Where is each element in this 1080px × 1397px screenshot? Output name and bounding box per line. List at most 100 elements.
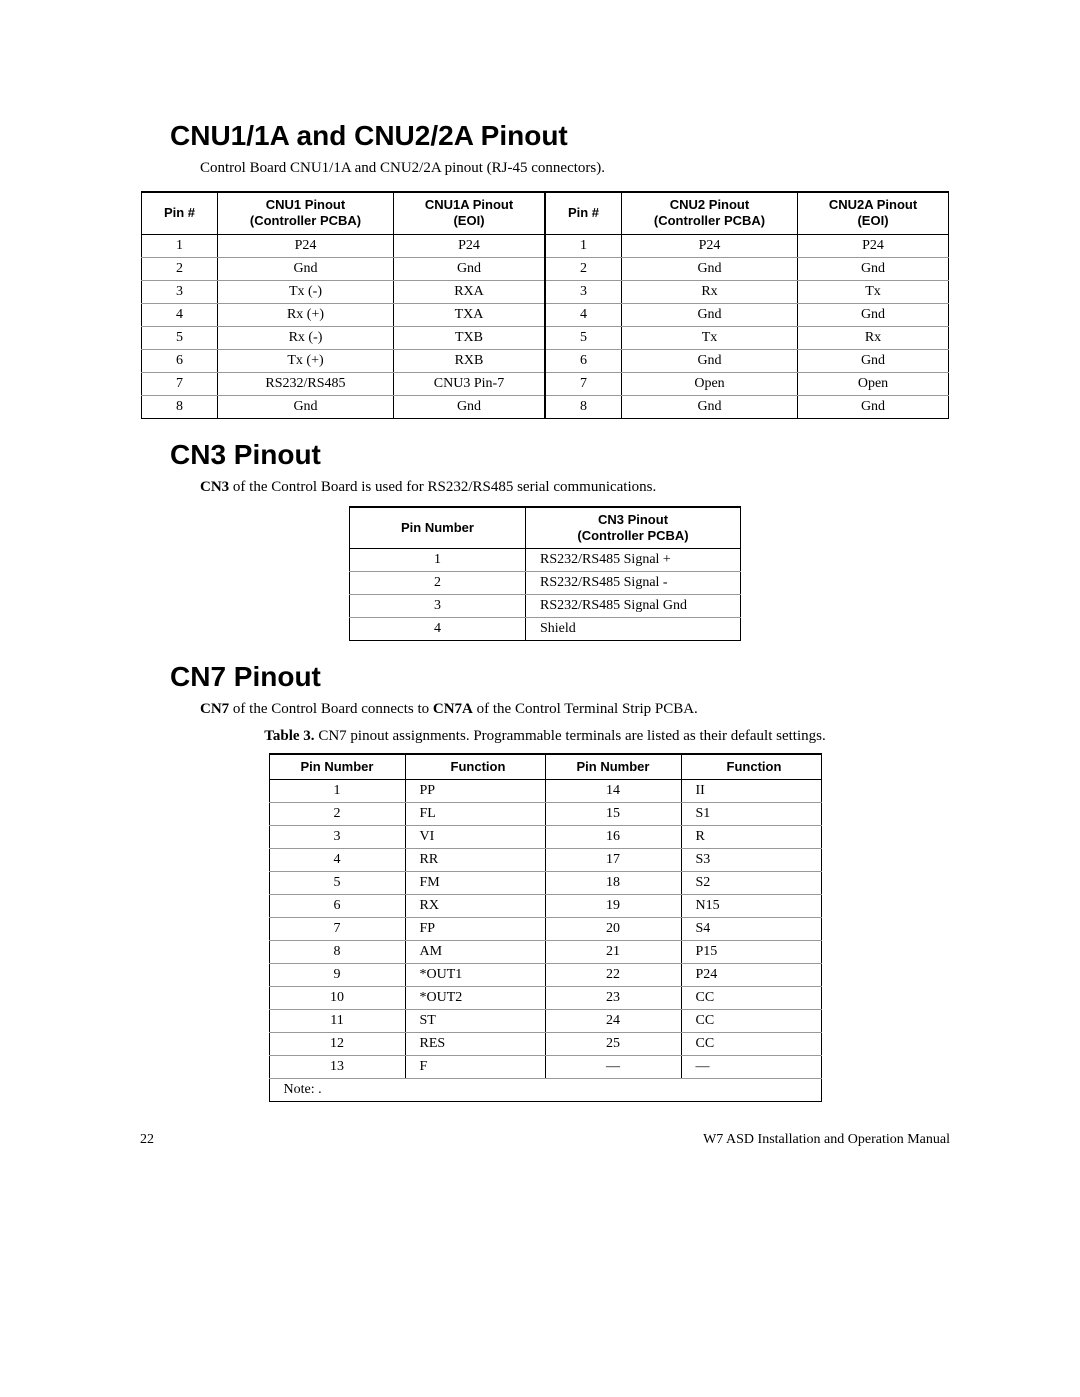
table-cell: 1	[269, 780, 405, 803]
table-row: 3VI16R	[269, 826, 821, 849]
table-cell: Gnd	[798, 349, 949, 372]
table-cell: RS232/RS485 Signal -	[526, 572, 741, 595]
table-row: 3Tx (-)RXA3RxTx	[142, 280, 949, 303]
table-row: 4Rx (+)TXA4GndGnd	[142, 303, 949, 326]
table-cell: 2	[545, 257, 622, 280]
table-header: CNU1 Pinout(Controller PCBA)	[218, 192, 394, 234]
table-cell: 6	[269, 895, 405, 918]
table-cell: 4	[269, 849, 405, 872]
table-cell: R	[681, 826, 821, 849]
table-cell: S1	[681, 803, 821, 826]
table-cell: 23	[545, 987, 681, 1010]
table-header: Pin Number	[269, 754, 405, 780]
table-cell: 14	[545, 780, 681, 803]
table-cell: N15	[681, 895, 821, 918]
table-cell: RS232/RS485	[218, 372, 394, 395]
table-cell: TXB	[394, 326, 546, 349]
table-cell: RX	[405, 895, 545, 918]
table-cell: 5	[269, 872, 405, 895]
table-cell: Gnd	[394, 395, 546, 418]
table-cell: Gnd	[218, 257, 394, 280]
table-cell: 9	[269, 964, 405, 987]
table-cell: RS232/RS485 Signal +	[526, 549, 741, 572]
table-cell: Tx (-)	[218, 280, 394, 303]
table-cell: Shield	[526, 618, 741, 641]
table-row: 8GndGnd8GndGnd	[142, 395, 949, 418]
table-header: Function	[681, 754, 821, 780]
table-cell: II	[681, 780, 821, 803]
table-cell: *OUT1	[405, 964, 545, 987]
table-cell: *OUT2	[405, 987, 545, 1010]
table-cell: 7	[545, 372, 622, 395]
table-row: 4RR17S3	[269, 849, 821, 872]
table-row: 2FL15S1	[269, 803, 821, 826]
table-row: 6RX19N15	[269, 895, 821, 918]
table-cell: 4	[142, 303, 218, 326]
table-cell: VI	[405, 826, 545, 849]
table-cell: RES	[405, 1033, 545, 1056]
table-cell: 11	[269, 1010, 405, 1033]
table-row: 3RS232/RS485 Signal Gnd	[350, 595, 741, 618]
cn7-mid: of the Control Board connects to	[229, 701, 433, 717]
table-cell: 10	[269, 987, 405, 1010]
table-cell: 7	[269, 918, 405, 941]
table-cell: 7	[142, 372, 218, 395]
table-row: 5FM18S2	[269, 872, 821, 895]
table-cell: 4	[350, 618, 526, 641]
page-footer: 22 W7 ASD Installation and Operation Man…	[130, 1132, 960, 1148]
cn7-b1: CN7	[200, 701, 229, 717]
table-cell: Rx	[798, 326, 949, 349]
table-cell: P15	[681, 941, 821, 964]
table-cell: 22	[545, 964, 681, 987]
cap-rest: CN7 pinout assignments. Programmable ter…	[315, 728, 826, 744]
table-cell: 25	[545, 1033, 681, 1056]
table-cell: 4	[545, 303, 622, 326]
table-cell: TXA	[394, 303, 546, 326]
table-cell: P24	[622, 234, 798, 257]
caption-cn7: Table 3. CN7 pinout assignments. Program…	[130, 728, 960, 745]
table-cell: PP	[405, 780, 545, 803]
table-row: 4Shield	[350, 618, 741, 641]
table-cell: Open	[622, 372, 798, 395]
table-cell: 5	[142, 326, 218, 349]
table-header: CNU2 Pinout(Controller PCBA)	[622, 192, 798, 234]
table-cell: 17	[545, 849, 681, 872]
table-header: CN3 Pinout(Controller PCBA)	[526, 507, 741, 549]
table-cell: Gnd	[622, 303, 798, 326]
table-cell: 1	[545, 234, 622, 257]
table-cell: Rx	[622, 280, 798, 303]
table-header: Pin #	[142, 192, 218, 234]
table-cell: 3	[545, 280, 622, 303]
table-cell: CNU3 Pin-7	[394, 372, 546, 395]
table-row: 2RS232/RS485 Signal -	[350, 572, 741, 595]
table-cell: RS232/RS485 Signal Gnd	[526, 595, 741, 618]
table-cell: 3	[350, 595, 526, 618]
table-cell: 5	[545, 326, 622, 349]
table-cell: Gnd	[798, 395, 949, 418]
table-header: CNU2A Pinout(EOI)	[798, 192, 949, 234]
table-row: 5Rx (-)TXB5TxRx	[142, 326, 949, 349]
table-cell: P24	[218, 234, 394, 257]
table-cell: Gnd	[394, 257, 546, 280]
table-cell: 21	[545, 941, 681, 964]
table-cell: Gnd	[798, 257, 949, 280]
table-cell: S2	[681, 872, 821, 895]
table-cn3: Pin NumberCN3 Pinout(Controller PCBA) 1R…	[349, 506, 741, 642]
table-cell: Tx	[622, 326, 798, 349]
table-row: 8AM21P15	[269, 941, 821, 964]
table-cell: S3	[681, 849, 821, 872]
table-cell: ST	[405, 1010, 545, 1033]
table-cell: Rx (-)	[218, 326, 394, 349]
table-row: 2GndGnd2GndGnd	[142, 257, 949, 280]
table-cell: 20	[545, 918, 681, 941]
intro-cn3: CN3 of the Control Board is used for RS2…	[200, 479, 960, 496]
table-row: 6Tx (+)RXB6GndGnd	[142, 349, 949, 372]
table-cell: 3	[142, 280, 218, 303]
table-row: 9*OUT122P24	[269, 964, 821, 987]
intro-cn7: CN7 of the Control Board connects to CN7…	[200, 701, 960, 718]
cn7-end: of the Control Terminal Strip PCBA.	[473, 701, 698, 717]
table-cell: Gnd	[798, 303, 949, 326]
table-cell: 24	[545, 1010, 681, 1033]
table-cell: Tx	[798, 280, 949, 303]
table-row: 10*OUT223CC	[269, 987, 821, 1010]
